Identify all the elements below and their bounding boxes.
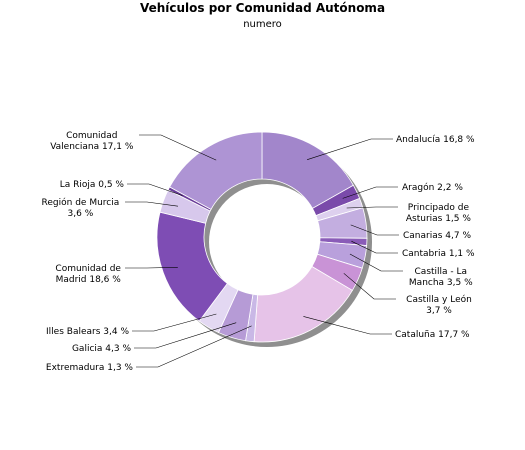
slice-label: Andalucía 16,8 % — [396, 135, 475, 145]
slice-label: La Rioja 0,5 % — [60, 180, 125, 190]
slice-label: Galicia 4,3 % — [72, 344, 131, 354]
leader-line — [349, 253, 403, 272]
leader-line — [342, 186, 398, 199]
slice-label: Illes Balears 3,4 % — [46, 327, 129, 337]
slice-label: Principado de Asturias 1,5 % — [406, 203, 472, 224]
leader-line — [139, 134, 217, 161]
leader-line — [303, 316, 392, 335]
slice-label: Comunidad de Madrid 18,6 % — [55, 264, 121, 285]
slice-label: Castilla y León 3,7 % — [406, 294, 472, 316]
slice-label: Canarias 4,7 % — [403, 231, 471, 241]
leader-line — [134, 322, 237, 349]
slice-label: Extremadura 1,3 % — [46, 363, 134, 373]
leader-line — [351, 240, 398, 254]
chart-subtitle: numero — [243, 19, 282, 30]
slice-label: Región de Murcia 3,6 % — [42, 197, 120, 219]
slice-label: Comunidad Valenciana 17,1 % — [50, 131, 134, 152]
leader-line — [127, 183, 183, 196]
leader-line — [350, 224, 399, 236]
slice-label: Castilla - La Mancha 3,5 % — [409, 267, 473, 288]
leader-line — [125, 201, 179, 207]
leader-line — [132, 313, 217, 332]
leader-line — [125, 267, 178, 269]
donut-slices — [156, 131, 368, 343]
slice-label: Cantabria 1,1 % — [402, 249, 475, 259]
leader-line — [136, 325, 252, 368]
slice-label: Aragón 2,2 % — [402, 182, 463, 193]
chart-title: Vehículos por Comunidad Autónoma — [139, 1, 386, 15]
leader-line — [307, 138, 393, 160]
donut-slice[interactable] — [169, 131, 263, 210]
leader-line — [343, 273, 396, 300]
leader-line — [346, 206, 398, 209]
slice-label: Cataluña 17,7 % — [395, 330, 470, 340]
slice-labels: Andalucía 16,8 % Aragón 2,2 % Principado d… — [42, 131, 475, 373]
